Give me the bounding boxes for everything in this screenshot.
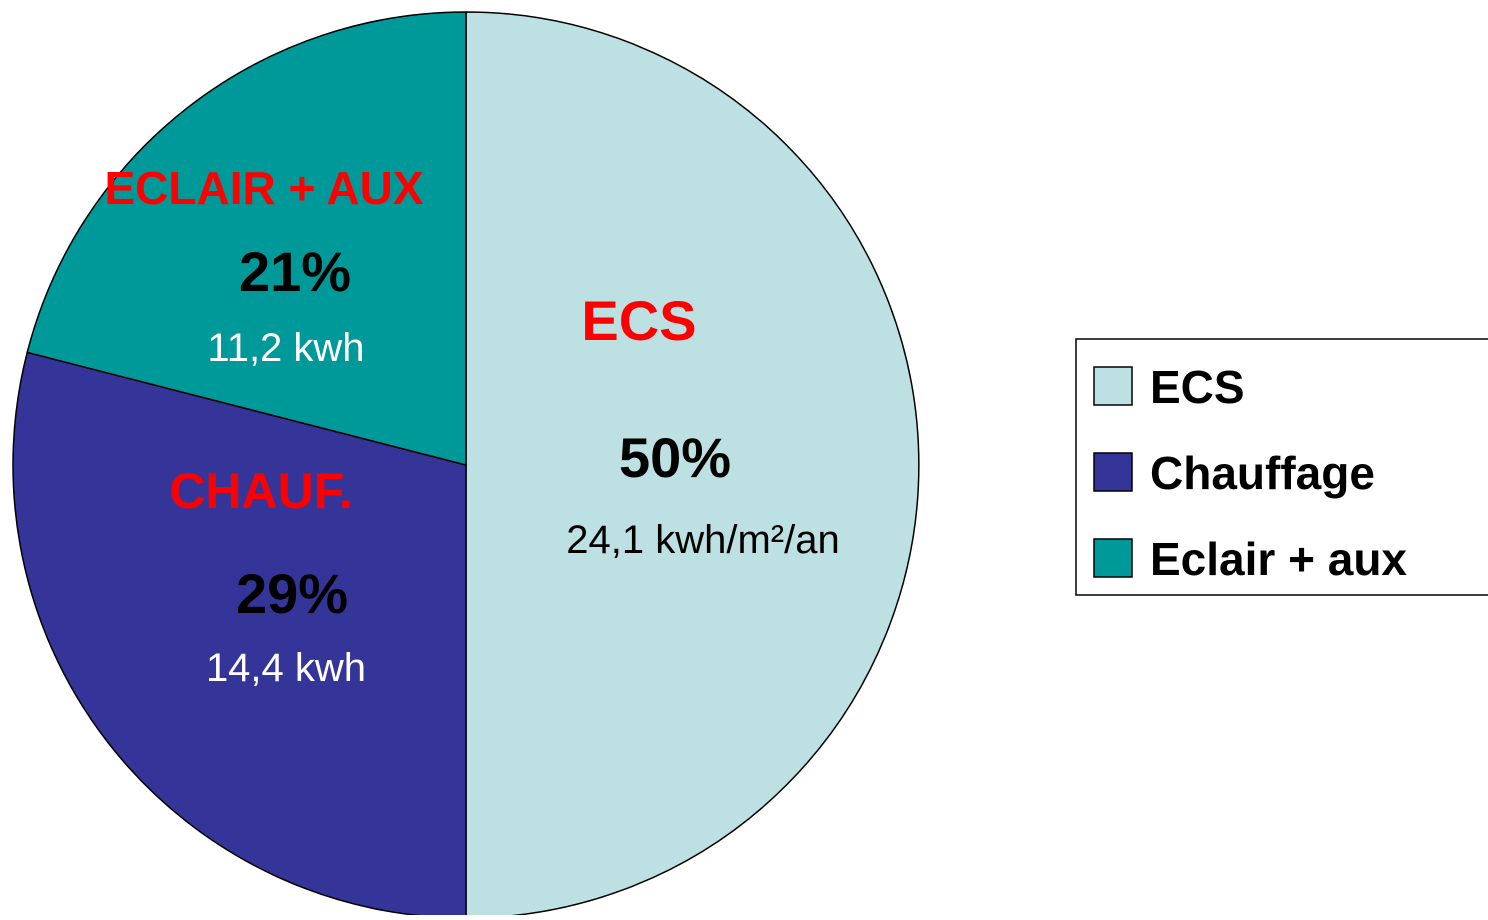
- legend-label-eclair-aux: Eclair + aux: [1150, 533, 1407, 585]
- slice-labels-layer: ECS 50% 24,1 kwh/m²/an CHAUF. 29% 14,4 k…: [104, 162, 839, 690]
- slice-percent-ecs: 50%: [619, 426, 731, 489]
- slice-percent-chauffage: 29%: [236, 562, 348, 625]
- slice-value-chauffage: 14,4 kwh: [206, 646, 366, 690]
- slice-label-chauffage: CHAUF.: [169, 463, 352, 519]
- slice-value-eclair-aux: 11,2 kwh: [207, 326, 364, 370]
- legend-label-ecs: ECS: [1150, 361, 1245, 413]
- slice-label-eclair-aux: ECLAIR + AUX: [104, 162, 423, 214]
- legend-swatch-chauffage: [1093, 452, 1133, 492]
- legend-swatch-ecs: [1093, 366, 1133, 406]
- slice-chauffage: [12, 351, 467, 919]
- legend-label-chauffage: Chauffage: [1150, 447, 1375, 499]
- slice-value-ecs: 24,1 kwh/m²/an: [566, 518, 839, 562]
- slice-ecs: [465, 11, 920, 919]
- slices-layer: [12, 11, 920, 919]
- slice-percent-eclair-aux: 21%: [239, 240, 351, 303]
- slice-eclair-aux: [26, 11, 467, 466]
- legend: ECS Chauffage Eclair + aux: [1075, 338, 1488, 596]
- legend-frame: [1075, 338, 1488, 596]
- slice-label-ecs: ECS: [581, 289, 696, 352]
- legend-swatch-eclair-aux: [1093, 538, 1133, 578]
